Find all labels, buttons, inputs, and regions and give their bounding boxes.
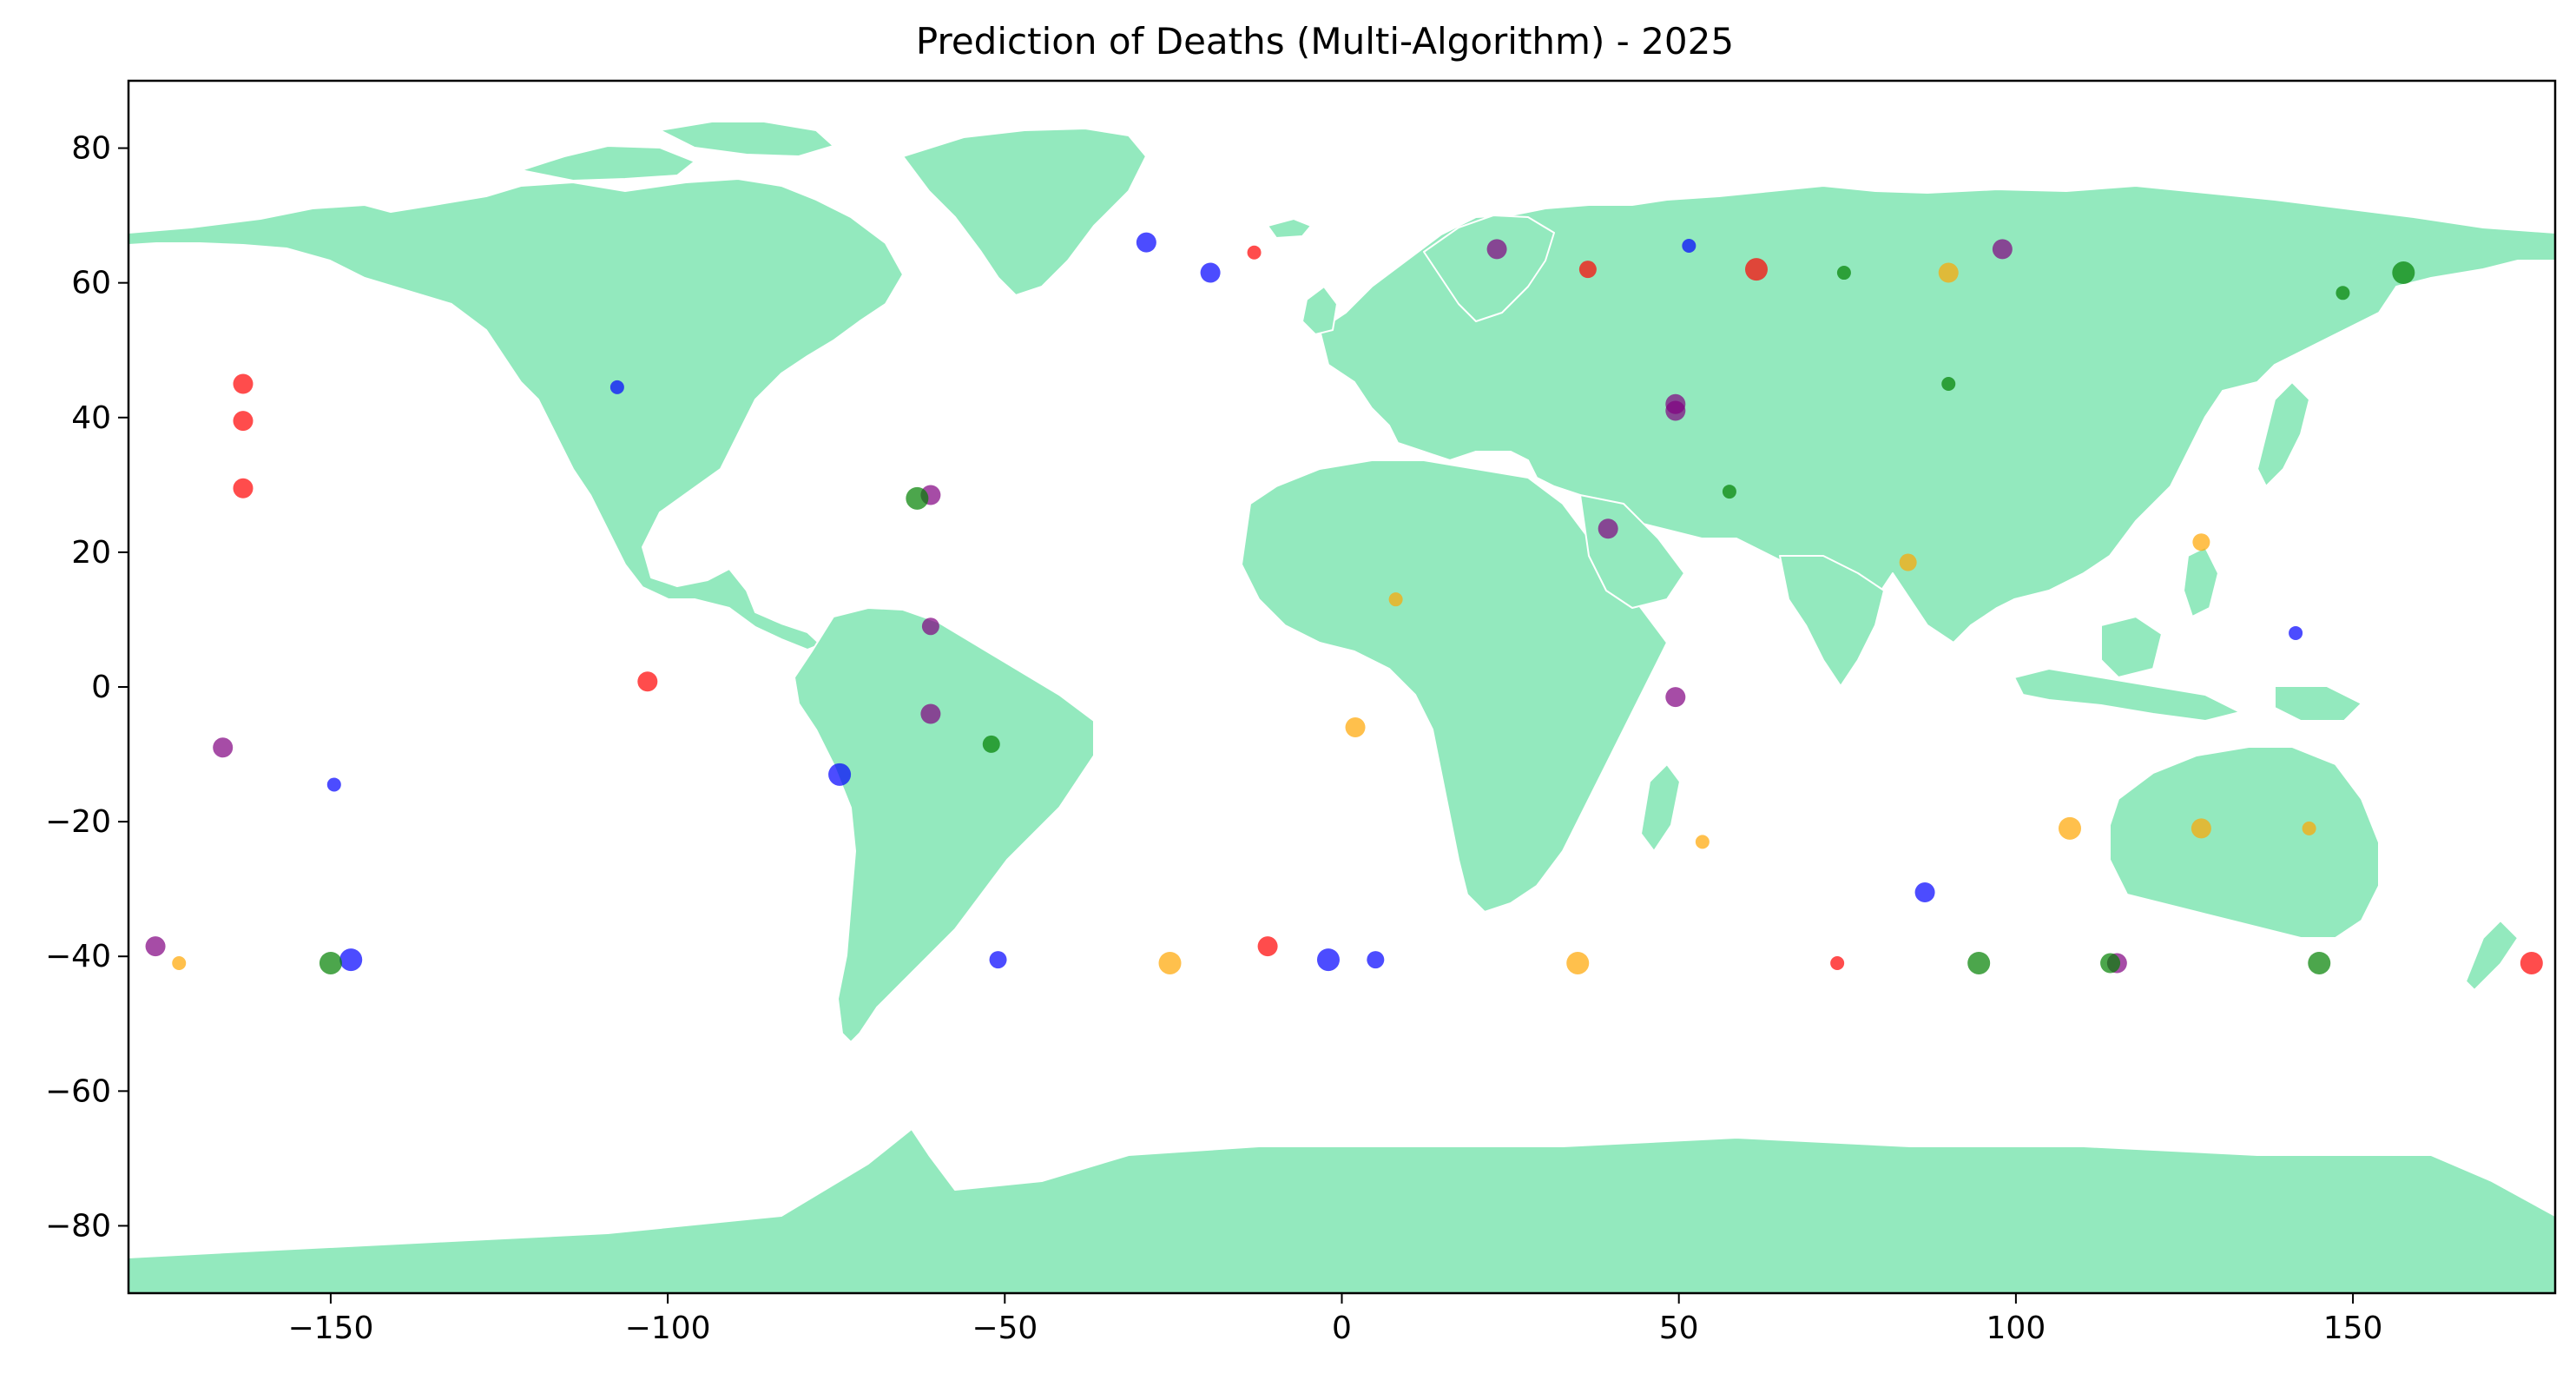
india-landmass bbox=[1779, 555, 1885, 687]
data-point-red bbox=[233, 373, 254, 394]
data-point-red bbox=[2520, 951, 2543, 974]
x-tick-label: 0 bbox=[1332, 1311, 1352, 1346]
data-point-red bbox=[233, 478, 254, 499]
world-map bbox=[128, 121, 2555, 1293]
arctic-islands bbox=[520, 145, 695, 182]
data-point-purple bbox=[1992, 239, 2013, 260]
data-point-blue bbox=[1136, 232, 1156, 253]
arctic-islands-north bbox=[659, 121, 834, 157]
chart-title: Prediction of Deaths (Multi-Algorithm) -… bbox=[916, 20, 1734, 63]
data-point-green bbox=[2100, 953, 2121, 974]
borneo-landmass bbox=[2100, 616, 2163, 678]
x-tick-label: −150 bbox=[287, 1311, 373, 1346]
data-point-red bbox=[1257, 936, 1278, 957]
y-tick-label: 0 bbox=[91, 670, 111, 705]
data-point-green bbox=[906, 486, 929, 510]
data-point-blue bbox=[1367, 951, 1385, 969]
data-point-orange bbox=[1345, 717, 1366, 738]
data-point-orange bbox=[2191, 818, 2211, 839]
data-point-purple bbox=[213, 737, 234, 758]
y-tick-label: 20 bbox=[71, 535, 111, 571]
data-point-green bbox=[1722, 485, 1736, 499]
y-tick-label: 60 bbox=[71, 266, 111, 301]
scandinavia-landmass bbox=[1423, 215, 1555, 322]
x-tick-label: −100 bbox=[625, 1311, 711, 1346]
eurasia-landmass bbox=[1319, 185, 2555, 661]
data-point-blue bbox=[2289, 625, 2303, 640]
new-zealand-landmass bbox=[2465, 920, 2519, 991]
indonesia-landmass bbox=[2013, 668, 2241, 722]
data-point-blue bbox=[609, 380, 624, 394]
data-point-orange bbox=[2302, 821, 2316, 835]
x-tick-label: 100 bbox=[1986, 1311, 2046, 1346]
data-point-orange bbox=[1899, 553, 1917, 571]
data-point-purple bbox=[920, 703, 941, 724]
data-point-orange bbox=[2059, 816, 2081, 840]
scatter-points bbox=[145, 232, 2543, 974]
new-guinea-landmass bbox=[2274, 685, 2362, 722]
data-point-orange bbox=[1695, 835, 1710, 849]
data-point-purple bbox=[145, 936, 166, 957]
data-point-green bbox=[2308, 951, 2331, 974]
data-point-blue bbox=[828, 763, 852, 786]
x-tick-label: 50 bbox=[1659, 1311, 1699, 1346]
data-point-blue bbox=[989, 951, 1007, 969]
data-point-green bbox=[982, 735, 1000, 753]
japan-landmass bbox=[2256, 381, 2310, 487]
y-tick-label: −80 bbox=[45, 1208, 111, 1244]
data-point-purple bbox=[1665, 400, 1686, 421]
x-axis: −150 −100 −50 0 50 100 150 bbox=[287, 1293, 2382, 1346]
data-point-red bbox=[1830, 955, 1845, 970]
data-point-purple bbox=[1598, 518, 1618, 539]
x-tick-label: −50 bbox=[972, 1311, 1038, 1346]
data-point-green bbox=[319, 951, 342, 974]
data-point-red bbox=[1578, 261, 1597, 279]
data-point-blue bbox=[1914, 882, 1935, 903]
data-point-blue bbox=[1200, 262, 1221, 283]
antarctica-landmass bbox=[128, 1128, 2555, 1293]
data-point-orange bbox=[2192, 533, 2210, 551]
data-point-orange bbox=[1566, 951, 1590, 974]
data-point-red bbox=[1247, 245, 1262, 260]
australia-landmass bbox=[2109, 746, 2380, 939]
data-point-blue bbox=[339, 948, 363, 972]
y-axis: −80 −60 −40 −20 0 20 40 60 80 bbox=[45, 131, 128, 1244]
data-point-green bbox=[1967, 951, 1991, 974]
madagascar-landmass bbox=[1640, 763, 1681, 852]
data-point-green bbox=[1941, 377, 1956, 391]
data-point-purple bbox=[921, 617, 939, 636]
data-point-red bbox=[233, 411, 254, 432]
data-point-orange bbox=[172, 955, 187, 970]
y-tick-label: 80 bbox=[71, 131, 111, 167]
iceland-landmass bbox=[1267, 218, 1312, 239]
north-america-landmass bbox=[128, 178, 904, 650]
data-point-purple bbox=[1486, 239, 1507, 260]
data-point-blue bbox=[1316, 948, 1340, 972]
data-point-orange bbox=[1158, 951, 1182, 974]
data-point-orange bbox=[1938, 262, 1959, 283]
data-point-green bbox=[2336, 286, 2350, 300]
data-point-red bbox=[1744, 258, 1768, 281]
data-point-blue bbox=[1682, 239, 1696, 254]
data-point-blue bbox=[326, 777, 341, 792]
data-point-purple bbox=[1665, 687, 1686, 708]
data-point-orange bbox=[1388, 592, 1403, 607]
greenland-landmass bbox=[902, 128, 1147, 296]
x-tick-label: 150 bbox=[2323, 1311, 2383, 1346]
africa-landmass bbox=[1241, 459, 1668, 913]
y-tick-label: −60 bbox=[45, 1073, 111, 1109]
y-tick-label: −40 bbox=[45, 939, 111, 974]
y-tick-label: −20 bbox=[45, 804, 111, 840]
data-point-red bbox=[637, 671, 658, 692]
y-tick-label: 40 bbox=[71, 400, 111, 436]
data-point-green bbox=[1836, 266, 1851, 281]
data-point-green bbox=[2392, 261, 2415, 285]
uk-landmass bbox=[1301, 286, 1338, 335]
